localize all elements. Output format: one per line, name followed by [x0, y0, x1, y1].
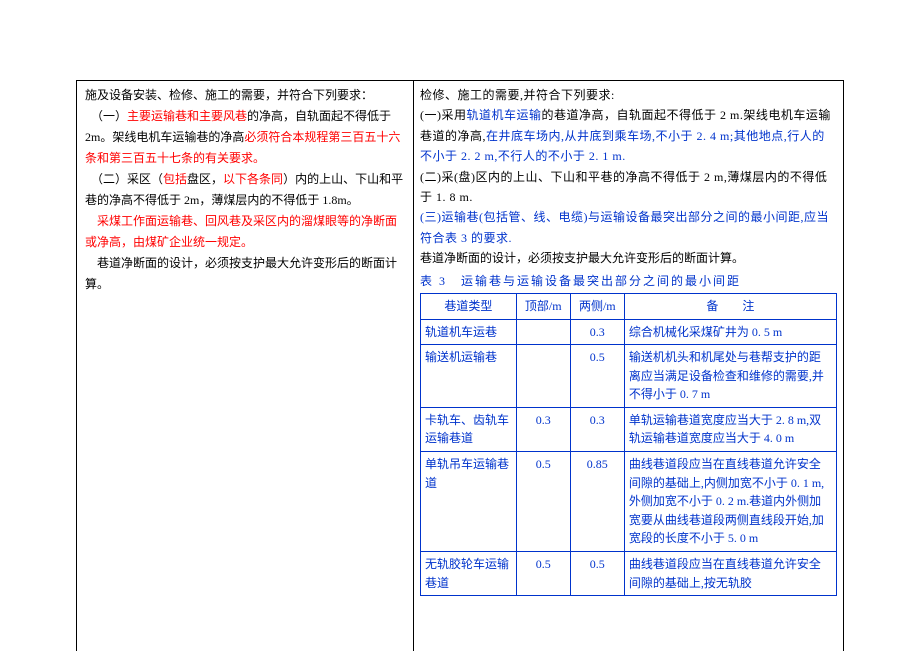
- left-p3: （二）采区（包括盘区，以下各条同）内的上山、下山和平巷的净高不得低于 2m，薄煤…: [85, 169, 405, 211]
- cell-d: 曲线巷道段应当在直线巷道允许安全间隙的基础上,按无轨胶: [624, 552, 836, 596]
- cell-b: [516, 345, 570, 408]
- cell-c: 0.5: [570, 345, 624, 408]
- left-p3d: 以下各条同: [223, 172, 283, 186]
- right-p2b: 轨道机车运输: [467, 108, 542, 122]
- left-p2b: 主要运输巷和主要风巷: [127, 109, 247, 123]
- left-p3c: 盘区，: [187, 172, 223, 186]
- right-p5: 巷道净断面的设计，必须按支护最大允许变形后的断面计算。: [420, 248, 837, 268]
- left-p2: （一）主要运输巷和主要风巷的净高，自轨面起不得低于 2m。架线电机车运输巷的净高…: [85, 106, 405, 169]
- comparison-table: 施及设备安装、检修、施工的需要，并符合下列要求： （一）主要运输巷和主要风巷的净…: [76, 80, 844, 651]
- right-p2a: (一)采用: [420, 108, 467, 122]
- th-side: 两侧/m: [570, 293, 624, 319]
- cell-a: 单轨吊车运输巷道: [421, 452, 517, 552]
- th-note: 备注: [624, 293, 836, 319]
- th-top: 顶部/m: [516, 293, 570, 319]
- left-p3a: （二）采区（: [85, 172, 163, 186]
- right-p3: (二)采(盘)区内的上山、下山和平巷的净高不得低于 2 m,薄煤层内的不得低于 …: [420, 167, 837, 208]
- cell-b: 0.5: [516, 452, 570, 552]
- cell-a: 卡轨车、齿轨车运输巷道: [421, 407, 517, 451]
- cell-b: 0.3: [516, 407, 570, 451]
- cell-a: 轨道机车运巷: [421, 319, 517, 345]
- cell-a: 无轨胶轮车运输巷道: [421, 552, 517, 596]
- cell-c: 0.5: [570, 552, 624, 596]
- right-p2: (一)采用轨道机车运输的巷道净高，自轨面起不得低于 2 m.架线电机车运输巷道的…: [420, 105, 837, 166]
- table-row: 卡轨车、齿轨车运输巷道 0.3 0.3 单轨运输巷道宽度应当大于 2. 8 m,…: [421, 407, 837, 451]
- left-p2a: （一）: [85, 109, 127, 123]
- cell-d: 单轨运输巷道宽度应当大于 2. 8 m,双轨运输巷道宽度应当大于 4. 0 m: [624, 407, 836, 451]
- right-p4: (三)运输巷(包括管、线、电缆)与运输设备最突出部分之间的最小间距,应当符合表 …: [420, 207, 837, 248]
- left-p1: 施及设备安装、检修、施工的需要，并符合下列要求：: [85, 85, 405, 106]
- cell-d: 综合机械化采煤矿井为 0. 5 m: [624, 319, 836, 345]
- table-head-row: 巷道类型 顶部/m 两侧/m 备注: [421, 293, 837, 319]
- table-row: 输送机运输巷 0.5 输送机机头和机尾处与巷帮支护的距离应当满足设备检查和维修的…: [421, 345, 837, 408]
- th-note-text: 备: [706, 299, 742, 313]
- cell-d: 曲线巷道段应当在直线巷道允许安全间隙的基础上,内侧加宽不小于 0. 1 m,外侧…: [624, 452, 836, 552]
- table-row: 无轨胶轮车运输巷道 0.5 0.5 曲线巷道段应当在直线巷道允许安全间隙的基础上…: [421, 552, 837, 596]
- left-p5: 巷道净断面的设计，必须按支护最大允许变形后的断面计算。: [85, 253, 405, 295]
- clearance-table: 巷道类型 顶部/m 两侧/m 备注 轨道机车运巷 0.3 综合机械化采煤矿井为 …: [420, 293, 837, 596]
- left-p4: 采煤工作面运输巷、回风巷及采区内的溜煤眼等的净断面或净高，由煤矿企业统一规定。: [85, 211, 405, 253]
- cell-a: 输送机运输巷: [421, 345, 517, 408]
- right-column: 检修、施工的需要,并符合下列要求: (一)采用轨道机车运输的巷道净高，自轨面起不…: [414, 81, 843, 651]
- page: 施及设备安装、检修、施工的需要，并符合下列要求： （一）主要运输巷和主要风巷的净…: [0, 0, 920, 651]
- left-p3b: 包括: [163, 172, 187, 186]
- cell-b: [516, 319, 570, 345]
- cell-c: 0.3: [570, 319, 624, 345]
- table-row: 轨道机车运巷 0.3 综合机械化采煤矿井为 0. 5 m: [421, 319, 837, 345]
- table-caption: 表 3 运输巷与运输设备最突出部分之间的最小间距: [420, 271, 837, 291]
- right-p1: 检修、施工的需要,并符合下列要求:: [420, 85, 837, 105]
- cell-b: 0.5: [516, 552, 570, 596]
- table-row: 单轨吊车运输巷道 0.5 0.85 曲线巷道段应当在直线巷道允许安全间隙的基础上…: [421, 452, 837, 552]
- th-type: 巷道类型: [421, 293, 517, 319]
- left-column: 施及设备安装、检修、施工的需要，并符合下列要求： （一）主要运输巷和主要风巷的净…: [77, 81, 414, 651]
- cell-d: 输送机机头和机尾处与巷帮支护的距离应当满足设备检查和维修的需要,并不得小于 0.…: [624, 345, 836, 408]
- cell-c: 0.85: [570, 452, 624, 552]
- cell-c: 0.3: [570, 407, 624, 451]
